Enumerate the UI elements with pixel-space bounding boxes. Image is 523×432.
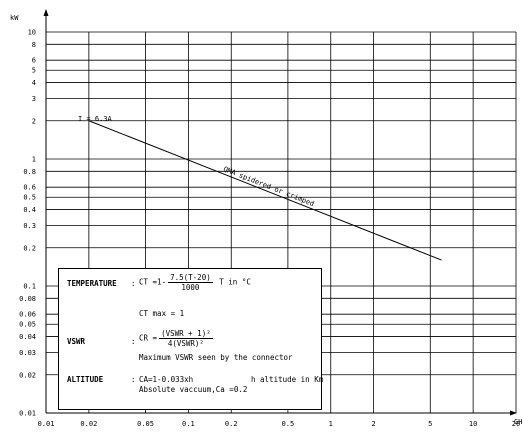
y-tick-label: 2: [32, 117, 36, 125]
vswr-colon: :: [131, 337, 136, 346]
legend-box: TEMPERATURE : CT =1- 7.5(T-20) 1000 T in °…: [58, 268, 324, 410]
vswr-fraction: (VSWR + 1)² 4(VSWR)²: [159, 329, 213, 348]
series-layer: QMA spidered or crimped: [88, 120, 442, 261]
tick-labels: 10 8 6 5 4 3 2 1 0.8 0.6 0.5 0.4 0.3 0.2 0.1 0.08 0.06 0.…: [19, 29, 520, 429]
y-tick-label: 8: [32, 41, 36, 49]
y-tick-label: 6: [32, 57, 36, 65]
start-annotation: I = 6.3A: [78, 115, 113, 123]
temperature-numerator: 7.5(T-20): [168, 273, 213, 283]
y-tick-label: 0.8: [23, 168, 36, 176]
y-tick-label: 0.1: [23, 283, 36, 291]
y-tick-label: 0.01: [19, 410, 36, 418]
y-tick-label: 3: [32, 95, 36, 103]
y-tick-label: 0.6: [23, 184, 36, 192]
y-tick-label: 0.06: [19, 311, 36, 319]
temperature-prefix: CT =1-: [139, 277, 167, 287]
x-tick-label: 1: [329, 420, 333, 428]
y-axis-arrow: [43, 9, 49, 16]
y-tick-label: 10: [28, 29, 36, 37]
x-tick-label: 0.01: [38, 420, 55, 428]
y-tick-label: 0.2: [23, 244, 36, 252]
y-tick-label: 1: [32, 156, 36, 164]
y-tick-label: 0.4: [23, 206, 36, 214]
altitude-colon: :: [131, 375, 136, 384]
x-tick-label: 0.02: [80, 420, 97, 428]
y-tick-label: 0.03: [19, 349, 36, 357]
temperature-denominator: 1000: [181, 283, 200, 292]
x-tick-label: 20: [512, 420, 520, 428]
x-tick-label: 10: [469, 420, 477, 428]
x-tick-label: 0.5: [282, 420, 295, 428]
y-tick-label: 0.3: [23, 222, 36, 230]
x-tick-label: 0.1: [182, 420, 195, 428]
altitude-formula: CA=1-0.033xh: [139, 375, 194, 384]
altitude-label: ALTITUDE: [67, 375, 104, 384]
vswr-numerator: (VSWR + 1)²: [159, 329, 213, 339]
x-tick-label: 2: [372, 420, 376, 428]
x-axis-arrow: [510, 410, 517, 416]
temperature-label: TEMPERATURE: [67, 279, 117, 288]
x-unit-label: GHz: [514, 418, 523, 426]
y-tick-label: 4: [32, 79, 36, 87]
x-tick-label: 0.2: [225, 420, 238, 428]
x-tick-label: 0.05: [137, 420, 154, 428]
vswr-formula: CR = (VSWR + 1)² 4(VSWR)²: [139, 329, 215, 348]
y-tick-label: 0.04: [19, 333, 36, 341]
vswr-note: Maximum VSWR seen by the connector: [139, 353, 293, 362]
x-tick-label: 5: [428, 420, 432, 428]
vswr-prefix: CR =: [139, 333, 158, 343]
vswr-denominator: 4(VSWR)²: [167, 339, 204, 348]
y-unit-label: kW: [10, 14, 19, 22]
temperature-colon: :: [131, 279, 136, 288]
temperature-suffix: T in °C: [219, 277, 251, 287]
series-line: [88, 120, 442, 261]
y-tick-label: 0.5: [23, 194, 36, 202]
y-tick-label: 0.05: [19, 321, 36, 329]
y-tick-label: 0.02: [19, 371, 36, 379]
altitude-vacuum: Absolute vaccuum,Ca =0.2: [139, 385, 248, 394]
axes: [43, 9, 517, 416]
temperature-fraction: 7.5(T-20) 1000: [168, 273, 213, 292]
ct-max: CT max = 1: [139, 309, 185, 318]
y-tick-label: 0.08: [19, 295, 36, 303]
temperature-formula: CT =1- 7.5(T-20) 1000 T in °C: [139, 273, 251, 292]
vswr-label: VSWR: [67, 337, 86, 346]
altitude-note: h altitude in Km: [251, 375, 324, 384]
y-tick-label: 5: [32, 67, 36, 75]
